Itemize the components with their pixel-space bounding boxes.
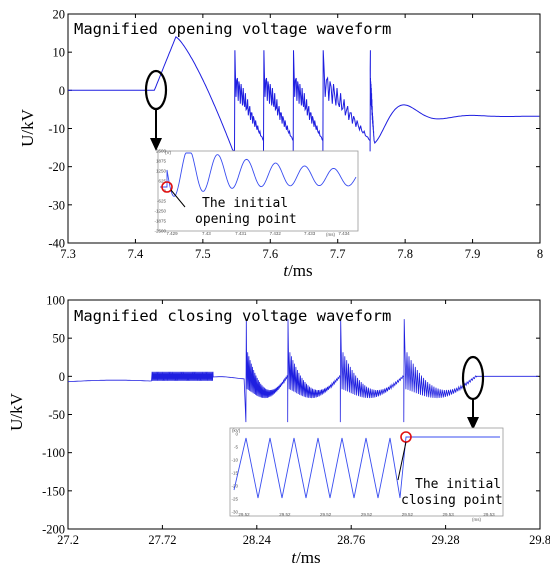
inset-x-tick-label: 29.52	[320, 512, 332, 517]
inset-x-tick-label: 29.52	[361, 512, 373, 517]
inset-y-tick-label: 0	[235, 432, 238, 437]
inset-x-tick-label: 7.431	[235, 231, 247, 236]
inset-y-tick-label: 1250	[156, 169, 167, 174]
closing-x-ticks: 27.2 27.72 28.24 28.76 29.28 29.8	[57, 300, 550, 547]
opening-annotation-line1: The initial	[202, 196, 288, 211]
closing-inset-x-unit: (ms)	[472, 517, 481, 522]
opening-inset-frame	[157, 150, 359, 232]
y-tick-label: -30	[48, 198, 65, 212]
closing-chart-title: Magnified closing voltage waveform	[74, 307, 391, 325]
x-tick-label: 7.3	[60, 247, 76, 261]
inset-y-tick-label: -1875	[154, 219, 166, 224]
opening-arrow-head	[150, 138, 162, 151]
closing-inset: 0-5-10-15-20-25-30 29.52 29.52 29.52 29.52 2…	[229, 427, 504, 522]
x-tick-label: 29.8	[529, 533, 550, 547]
opening-point-marker	[161, 181, 173, 193]
inset-x-tick-label: 29.52	[402, 512, 414, 517]
x-tick-label: 7.9	[465, 247, 481, 261]
closing-annotation-line1: The initial	[415, 477, 501, 492]
y-tick-label: -100	[42, 446, 65, 460]
x-tick-label: 7.6	[262, 247, 278, 261]
x-tick-label: 28.76	[337, 533, 365, 547]
closing-y-axis-label: U/kV	[7, 392, 26, 431]
x-tick-label: 7.8	[397, 247, 413, 261]
inset-y-tick-label: -15	[231, 471, 238, 476]
opening-x-ticks: 7.3 7.4 7.5 7.6 7.7 7.8 7.9 8	[60, 14, 543, 261]
opening-x-axis-label: t/ms	[283, 261, 312, 280]
inset-x-tick-label: 29.53	[483, 512, 495, 517]
inset-x-tick-label: 7.43	[202, 231, 211, 236]
opening-highlight-ellipse	[144, 69, 168, 111]
inset-y-tick-label: -30	[231, 510, 238, 515]
x-tick-label: 27.2	[57, 533, 79, 547]
y-tick-label: 100	[46, 294, 65, 308]
opening-inset-y-unit: (V)	[165, 150, 172, 155]
inset-x-tick-label: 7.433	[304, 231, 316, 236]
inset-y-tick-label: -25	[231, 497, 238, 502]
closing-annotation-leader	[397, 441, 407, 481]
y-tick-label: 50	[53, 332, 66, 346]
opening-annotation-line2: opening point	[195, 212, 297, 227]
opening-inset-x-ticks: 7.429 7.43 7.431 7.432 7.433 7.434	[166, 231, 350, 236]
inset-x-tick-label: 29.52	[279, 512, 291, 517]
x-tick-label: 29.28	[432, 533, 460, 547]
closing-voltage-series	[67, 319, 539, 423]
x-tick-label: 7.7	[330, 247, 346, 261]
inset-y-tick-label: -10	[231, 458, 238, 463]
y-tick-label: 10	[53, 46, 66, 60]
y-tick-label: -20	[48, 160, 65, 174]
x-tick-label: 7.4	[128, 247, 144, 261]
opening-y-axis-label: U/kV	[18, 108, 37, 147]
y-tick-label: -50	[48, 408, 65, 422]
inset-y-tick-label: -2500	[154, 229, 166, 234]
opening-x-axis-label-unit: /ms	[288, 261, 313, 280]
inset-y-tick-label: -625	[157, 199, 167, 204]
y-tick-label: -200	[42, 523, 65, 537]
x-tick-label: 8	[537, 247, 543, 261]
opening-panel: 20 10 0 -10 -20 -30 -40 7.3 7.4 7.5 7.6 7.7 7.8 7.9 8…	[18, 8, 543, 281]
x-tick-label: 27.72	[148, 533, 176, 547]
x-tick-label: 7.5	[195, 247, 211, 261]
inset-x-tick-label: 7.429	[166, 231, 178, 236]
inset-y-tick-label: 1875	[156, 159, 167, 164]
y-tick-label: -150	[42, 484, 65, 498]
inset-y-tick-label: 2500	[156, 149, 167, 154]
inset-x-tick-label: 29.52	[238, 512, 250, 517]
y-tick-label: -40	[48, 237, 65, 251]
inset-y-tick-label: 625	[158, 179, 166, 184]
y-tick-label: 0	[59, 370, 65, 384]
inset-y-tick-label: -1250	[154, 209, 166, 214]
y-tick-label: 20	[53, 8, 66, 22]
closing-inset-x-ticks: 29.52 29.52 29.52 29.52 29.52 29.53 29.53	[238, 512, 495, 517]
closing-annotation-line2: closing point	[401, 493, 503, 508]
closing-inset-series	[233, 436, 500, 499]
opening-chart-title: Magnified opening voltage waveform	[74, 20, 391, 38]
opening-inset-series	[160, 152, 357, 197]
opening-voltage-series	[68, 36, 540, 153]
opening-inset-x-unit: (ms)	[326, 232, 335, 237]
closing-x-axis-label-unit: /ms	[296, 548, 321, 567]
opening-annotation-leader	[170, 189, 186, 208]
closing-arrow-head	[467, 417, 479, 430]
inset-x-tick-label: 29.53	[443, 512, 455, 517]
y-tick-label: -10	[48, 122, 65, 136]
y-tick-label: 0	[59, 84, 65, 98]
closing-x-axis-label-t: t	[291, 548, 297, 567]
inset-x-tick-label: 7.434	[338, 231, 350, 236]
inset-x-tick-label: 7.432	[270, 231, 282, 236]
x-tick-label: 28.24	[243, 533, 272, 547]
closing-x-axis-label: t/ms	[291, 548, 320, 567]
opening-x-axis-label-t: t	[283, 261, 289, 280]
closing-inset-y-unit: (kV)	[232, 428, 241, 433]
inset-y-tick-label: -5	[234, 445, 238, 450]
